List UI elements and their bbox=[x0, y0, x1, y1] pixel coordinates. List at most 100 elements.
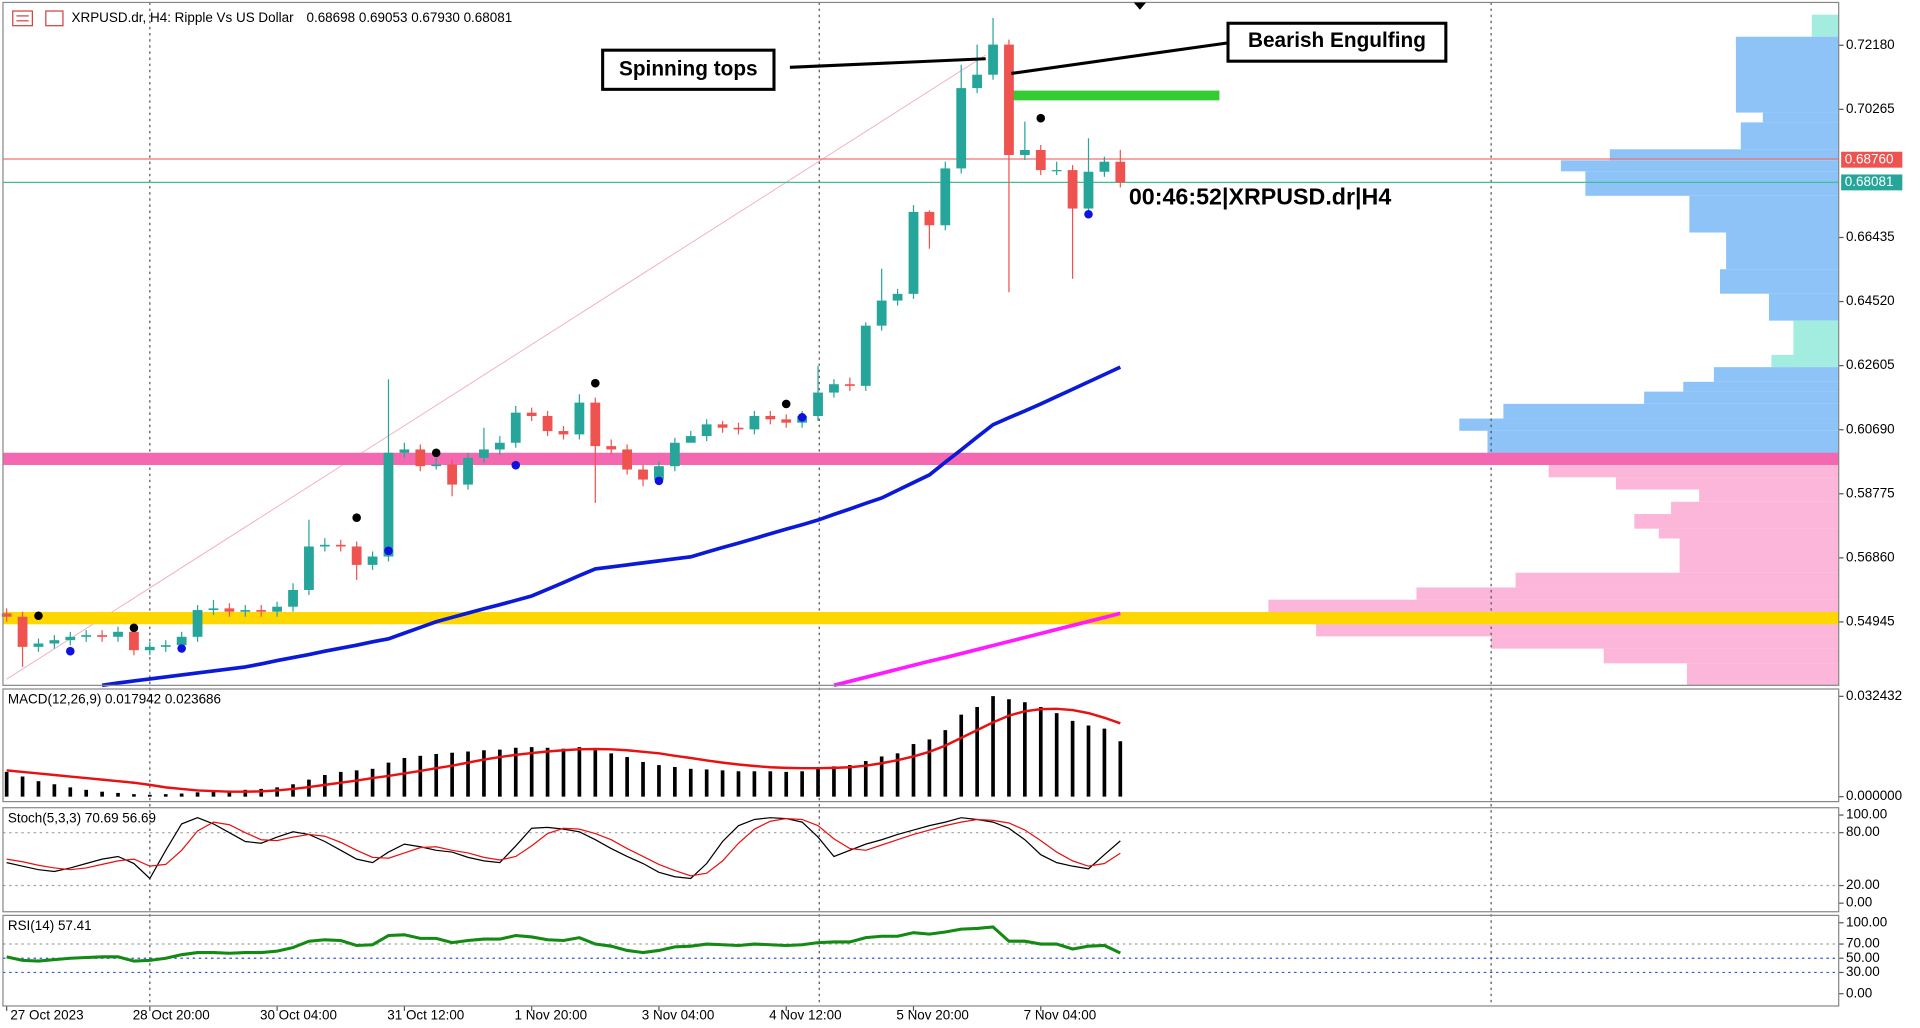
profile-bar bbox=[1686, 663, 1839, 686]
candle-body bbox=[956, 88, 967, 169]
candle-body bbox=[431, 464, 442, 467]
candle-body bbox=[526, 412, 537, 416]
price-label: 0.68760 bbox=[1845, 151, 1894, 166]
y-tick-label: 0.72180 bbox=[1846, 37, 1895, 52]
fractal-marker bbox=[1084, 209, 1093, 219]
y-tick-label: 0.000000 bbox=[1846, 788, 1902, 803]
price-label-box bbox=[1841, 174, 1903, 191]
profile-bar bbox=[1603, 648, 1839, 664]
plot-area: 0.72180 0.70265 0.66435 0.64520 0.62605 0.606… bbox=[1, 17, 1903, 1022]
macd-signal bbox=[6, 707, 1121, 793]
x-tick-label: 5 Nov 20:00 bbox=[896, 1007, 969, 1022]
candle-body bbox=[765, 415, 776, 420]
moving-average bbox=[833, 611, 1121, 688]
price-label: 0.68081 bbox=[1845, 174, 1894, 189]
y-tick-label: 0.60690 bbox=[1846, 421, 1895, 436]
fractal-marker bbox=[431, 448, 441, 458]
profile-bar bbox=[1719, 269, 1839, 294]
fractal-marker bbox=[66, 646, 75, 656]
y-tick-label: 30.00 bbox=[1846, 964, 1880, 979]
y-tick-label: 0.56860 bbox=[1846, 549, 1895, 564]
candle-body bbox=[829, 384, 839, 393]
candle-body bbox=[1099, 161, 1110, 172]
candle-body bbox=[510, 412, 521, 443]
x-tick-label: 4 Nov 12:00 bbox=[769, 1007, 842, 1022]
candle-body bbox=[908, 211, 919, 294]
fractal-marker bbox=[177, 644, 186, 653]
candle-body bbox=[1004, 44, 1014, 156]
fractal-marker bbox=[781, 399, 791, 409]
candle-body bbox=[33, 643, 44, 647]
x-tick-label: 30 Oct 04:00 bbox=[260, 1007, 337, 1022]
annotation: Spinning tops bbox=[619, 57, 758, 80]
candle-body bbox=[733, 427, 744, 430]
fractal-marker bbox=[1036, 113, 1046, 123]
candle-body bbox=[892, 293, 903, 301]
annotation: Bearish Engulfing bbox=[1248, 29, 1426, 52]
profile-bar bbox=[1560, 160, 1839, 172]
indicator-line bbox=[6, 925, 1121, 963]
x-tick-label: 1 Nov 20:00 bbox=[515, 1007, 588, 1022]
candle-body bbox=[924, 211, 935, 226]
ohlc-readout: 0.68698 0.69053 0.67930 0.68081 bbox=[306, 10, 512, 25]
fractal-marker bbox=[511, 460, 521, 470]
indicator-line bbox=[6, 817, 1121, 880]
candle-body bbox=[717, 424, 728, 428]
candle-body bbox=[669, 442, 680, 467]
x-tick-label: 7 Nov 04:00 bbox=[1024, 1007, 1097, 1022]
candle-body bbox=[654, 466, 664, 480]
candle-body bbox=[17, 616, 28, 647]
candle-body bbox=[844, 384, 855, 386]
profile-bar bbox=[1762, 112, 1839, 123]
profile-bar bbox=[1699, 489, 1839, 502]
profile-bar bbox=[1503, 403, 1839, 419]
candle-body bbox=[335, 544, 346, 547]
candle-body bbox=[813, 392, 823, 416]
candle-body bbox=[1083, 171, 1094, 209]
price-label-box bbox=[1841, 151, 1903, 168]
y-tick-label: 100.00 bbox=[1846, 807, 1887, 822]
candle-body bbox=[622, 449, 633, 470]
y-tick-label: 0.62605 bbox=[1846, 357, 1895, 372]
profile-bar bbox=[1671, 501, 1839, 514]
callout-line bbox=[789, 57, 986, 69]
x-tick-label: 31 Oct 12:00 bbox=[387, 1007, 464, 1022]
candle-body bbox=[383, 452, 394, 557]
profile-bar bbox=[1585, 171, 1839, 196]
fractal-marker bbox=[129, 623, 139, 633]
candle-body bbox=[574, 402, 585, 435]
candle-body bbox=[463, 457, 473, 485]
candle-body bbox=[638, 469, 648, 480]
indicator-line bbox=[6, 817, 1121, 877]
candle-body bbox=[749, 415, 760, 430]
candle-body bbox=[988, 44, 998, 75]
candle-body bbox=[176, 636, 187, 646]
candle-body bbox=[240, 610, 251, 612]
candle-body bbox=[494, 442, 505, 450]
volume-profile bbox=[1268, 14, 1839, 686]
y-tick-label: 0.58775 bbox=[1846, 485, 1895, 500]
candle-body bbox=[97, 635, 108, 637]
fractal-marker bbox=[384, 546, 393, 556]
profile-bar bbox=[1740, 122, 1839, 150]
fractal-marker bbox=[797, 413, 807, 422]
fractal-marker bbox=[654, 476, 664, 486]
profile-bar bbox=[1548, 465, 1839, 478]
candle-body bbox=[781, 419, 792, 423]
candle-body bbox=[129, 631, 139, 651]
profile-bar bbox=[1416, 587, 1839, 600]
candle-body bbox=[351, 546, 362, 565]
candle-body bbox=[590, 402, 601, 447]
menu-icon[interactable] bbox=[12, 10, 33, 27]
candle-body bbox=[1019, 149, 1030, 156]
main-frame bbox=[2, 1, 1840, 686]
candle-body bbox=[144, 646, 155, 651]
candle-body bbox=[447, 464, 458, 485]
candle-body bbox=[224, 608, 235, 612]
candle-body bbox=[113, 631, 123, 637]
profile-bar bbox=[1487, 430, 1839, 456]
profile-bar bbox=[1491, 636, 1839, 649]
candle-body bbox=[288, 589, 298, 607]
